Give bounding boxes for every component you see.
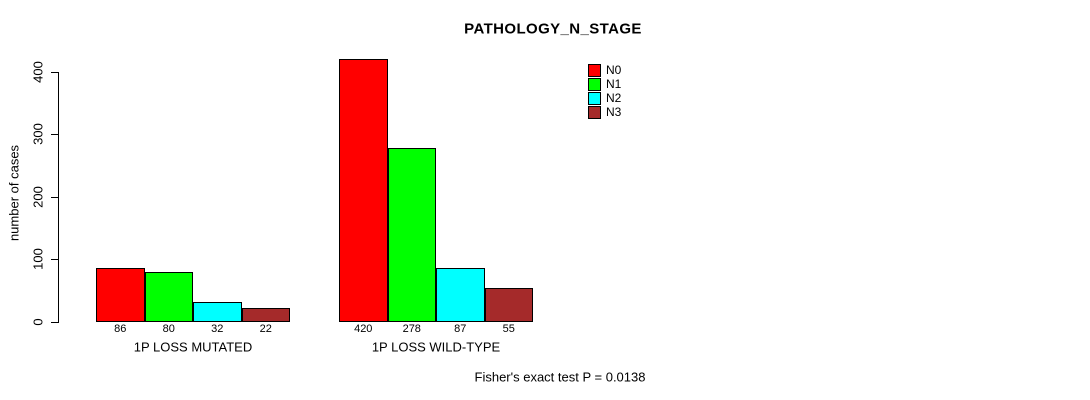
x-category-label: 1P LOSS WILD-TYPE — [371, 339, 501, 355]
bar-value-label: 420 — [354, 323, 373, 335]
y-tick-mark — [51, 259, 58, 261]
y-tick-mark — [51, 322, 58, 323]
legend-color-swatch — [588, 77, 601, 91]
bar-n2-group2 — [436, 267, 485, 322]
fisher-test-annotation: Fisher's exact test P = 0.0138 — [474, 369, 646, 385]
legend-item-n3: N3 — [588, 105, 621, 119]
y-tick-mark — [51, 71, 58, 73]
bar-n1-group1 — [144, 271, 193, 322]
bar-value-label: 32 — [211, 323, 224, 335]
bar-value-label: 55 — [502, 323, 515, 335]
bar-value-label: 80 — [162, 323, 175, 335]
bar-value-label: 87 — [454, 323, 467, 335]
bar-n3-group1 — [241, 308, 290, 322]
bar-value-label: 86 — [114, 323, 127, 335]
legend-label: N1 — [606, 77, 622, 91]
legend-color-swatch — [588, 63, 601, 77]
y-tick-label: 100 — [30, 248, 46, 271]
legend: N0 N1 N2 N3 — [588, 63, 621, 119]
y-tick-label: 400 — [30, 60, 46, 83]
y-axis-line — [58, 71, 59, 323]
legend-item-n0: N0 — [588, 63, 621, 77]
chart-title: PATHOLOGY_N_STAGE — [464, 20, 642, 38]
legend-label: N0 — [606, 63, 622, 77]
bar-n1-group2 — [387, 147, 436, 322]
legend-item-n1: N1 — [588, 77, 621, 91]
y-tick-mark — [51, 134, 58, 136]
y-tick-label: 200 — [30, 185, 46, 208]
legend-label: N2 — [606, 91, 622, 105]
bar-n3-group2 — [484, 287, 533, 322]
y-tick-label: 0 — [30, 318, 46, 326]
bar-n0-group1 — [96, 268, 145, 322]
x-category-label: 1P LOSS MUTATED — [133, 339, 253, 355]
bar-n2-group1 — [193, 301, 242, 322]
bar-value-label: 22 — [259, 323, 272, 335]
y-tick-mark — [51, 196, 58, 198]
legend-label: N3 — [606, 105, 622, 119]
legend-item-n2: N2 — [588, 91, 621, 105]
bar-value-label: 278 — [402, 323, 421, 335]
y-tick-label: 300 — [30, 123, 46, 145]
y-axis-label: number of cases — [6, 144, 22, 242]
legend-color-swatch — [588, 91, 601, 105]
legend-color-swatch — [588, 105, 601, 119]
bar-n0-group2 — [339, 58, 388, 322]
